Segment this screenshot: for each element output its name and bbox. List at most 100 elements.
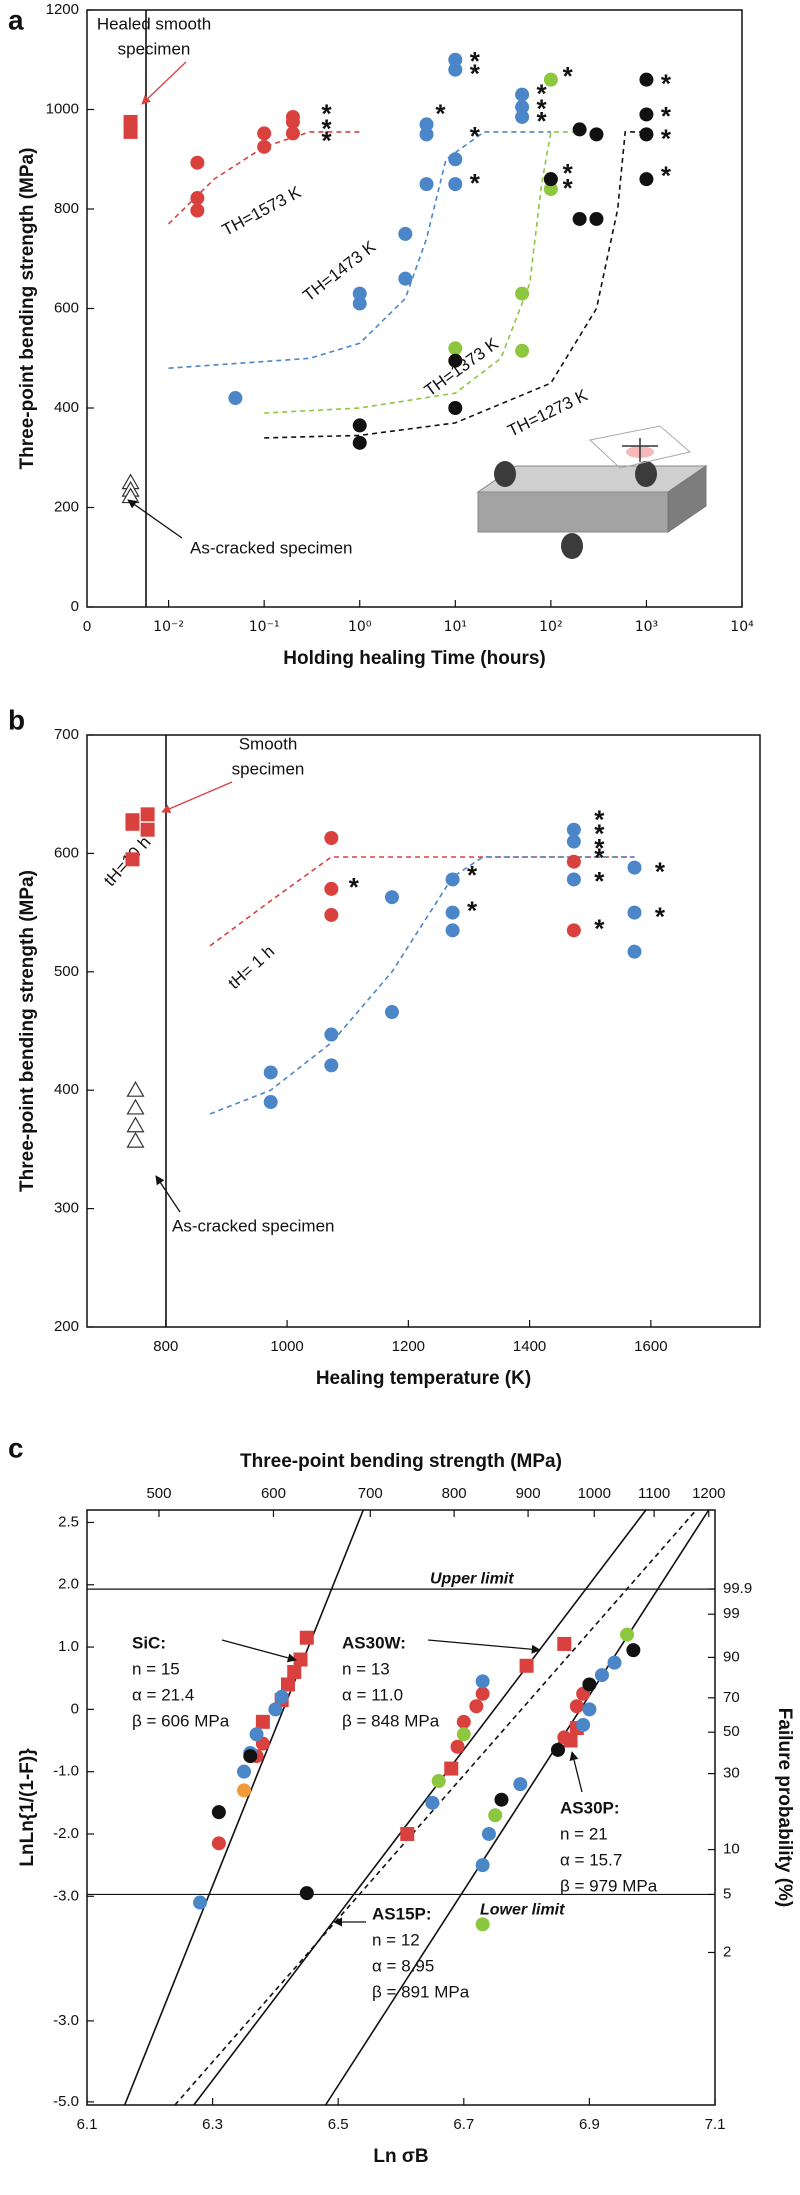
- x-tick-label: 10⁻¹: [249, 619, 280, 635]
- y-tick-label: -5.0: [53, 2093, 79, 2110]
- curve: [193, 1509, 647, 2106]
- point: [190, 191, 205, 206]
- asterisk: *: [537, 93, 548, 123]
- point: [626, 1643, 641, 1658]
- point: [515, 286, 530, 301]
- x-tick-label: 10¹: [444, 619, 467, 635]
- point: [639, 72, 654, 87]
- y-tick-label: 0: [71, 1700, 79, 1717]
- y-tick-label: 1200: [46, 1, 79, 18]
- y-axis-title: LnLn{1/(1-F)}: [17, 1748, 38, 1867]
- point: [475, 1858, 490, 1873]
- point: [211, 1805, 226, 1820]
- y-tick-label: -2.0: [53, 1825, 79, 1842]
- y2-tick-label: 10: [723, 1841, 740, 1858]
- asterisk: *: [594, 819, 605, 849]
- asterisk: *: [467, 860, 478, 890]
- arrow: [155, 1175, 181, 1213]
- fit-parameter: n = 21: [560, 1824, 608, 1843]
- y-tick-label: -3.0: [53, 2012, 79, 2029]
- point: [494, 1792, 509, 1807]
- x-tick-label: 6.5: [328, 2116, 349, 2133]
- chart-panel: a 10⁻² 10⁻¹ 10⁰ 10¹ 10² 10³ 10⁴ 00 200 400 600 800 10…: [8, 1, 754, 669]
- arrow: [127, 499, 183, 539]
- point: [582, 1677, 597, 1692]
- asterisk: *: [563, 158, 574, 188]
- x-tick-label: 6.3: [202, 2116, 223, 2133]
- asterisk: *: [435, 98, 446, 128]
- point: [285, 114, 300, 129]
- x-origin-label: 0: [83, 618, 91, 635]
- annotation: Healed smooth: [97, 14, 211, 33]
- y2-tick-label: 5: [723, 1885, 731, 1902]
- curve: [264, 131, 597, 414]
- asterisk: *: [322, 126, 333, 156]
- point: [193, 1895, 208, 1910]
- point: [123, 124, 138, 139]
- x-tick-label: 7.1: [705, 2116, 726, 2133]
- y-tick-label: 1.0: [58, 1638, 79, 1655]
- fit-parameter: β = 979 MPa: [560, 1876, 658, 1895]
- point: [398, 226, 413, 241]
- point: [475, 1917, 490, 1932]
- point: [445, 923, 460, 938]
- arrow: [161, 781, 233, 813]
- point: [488, 1808, 503, 1823]
- point: [572, 211, 587, 226]
- point: [190, 203, 205, 218]
- point: [448, 341, 463, 356]
- point: [125, 852, 140, 867]
- y-tick-label: 400: [54, 1081, 79, 1098]
- asterisk: *: [470, 168, 481, 198]
- point: [324, 881, 339, 896]
- point: [594, 1668, 609, 1683]
- x-tick-label: 10⁻²: [153, 619, 184, 635]
- point: [469, 1699, 484, 1714]
- x-tick-label: 800: [153, 1338, 178, 1355]
- fit-parameter: α = 8.95: [372, 1956, 434, 1975]
- plot-frame: [86, 734, 761, 1328]
- y-tick-label: -3.0: [53, 1887, 79, 1904]
- panel-label: a: [8, 4, 24, 35]
- point: [287, 1664, 302, 1679]
- point: [445, 872, 460, 887]
- annotation: Smooth: [239, 734, 298, 753]
- fit-parameter: n = 15: [132, 1659, 180, 1678]
- x-tick-label: 10²: [539, 619, 562, 635]
- curve-label: TH=1273 K: [505, 385, 592, 440]
- y-tick-label: -1.0: [53, 1763, 79, 1780]
- point: [513, 1777, 528, 1792]
- x-tick-label: 1000: [270, 1338, 303, 1355]
- point: [448, 177, 463, 192]
- chart-panel: b 800 1000 1200 1400 1600 200 300 400 500 600 700 He…: [8, 704, 761, 1389]
- point: [190, 155, 205, 170]
- point: [448, 353, 463, 368]
- point: [126, 1080, 145, 1097]
- point: [448, 52, 463, 67]
- point: [569, 1699, 584, 1714]
- point: [572, 122, 587, 137]
- fit-parameter: AS30W:: [342, 1633, 406, 1652]
- y-tick-label: 500: [54, 963, 79, 980]
- point: [566, 923, 581, 938]
- point: [448, 62, 463, 77]
- point: [515, 109, 530, 124]
- x-axis-title: Holding healing Time (hours): [283, 648, 545, 669]
- point: [475, 1674, 490, 1689]
- point: [475, 1686, 490, 1701]
- point: [352, 296, 367, 311]
- fit-parameter: β = 606 MPa: [132, 1711, 230, 1730]
- y2-tick-label: 99.9: [723, 1580, 752, 1597]
- x2-tick-label: 500: [146, 1485, 171, 1502]
- fit-parameter: n = 13: [342, 1659, 390, 1678]
- y-tick-label: 200: [54, 1318, 79, 1335]
- point: [228, 391, 243, 406]
- point: [352, 286, 367, 301]
- arrow: [221, 1639, 297, 1663]
- annotation: specimen: [232, 759, 305, 778]
- x2-tick-label: 1200: [692, 1485, 725, 1502]
- point: [324, 1027, 339, 1042]
- asterisk: *: [322, 113, 333, 143]
- fit-parameter: AS30P:: [560, 1798, 620, 1817]
